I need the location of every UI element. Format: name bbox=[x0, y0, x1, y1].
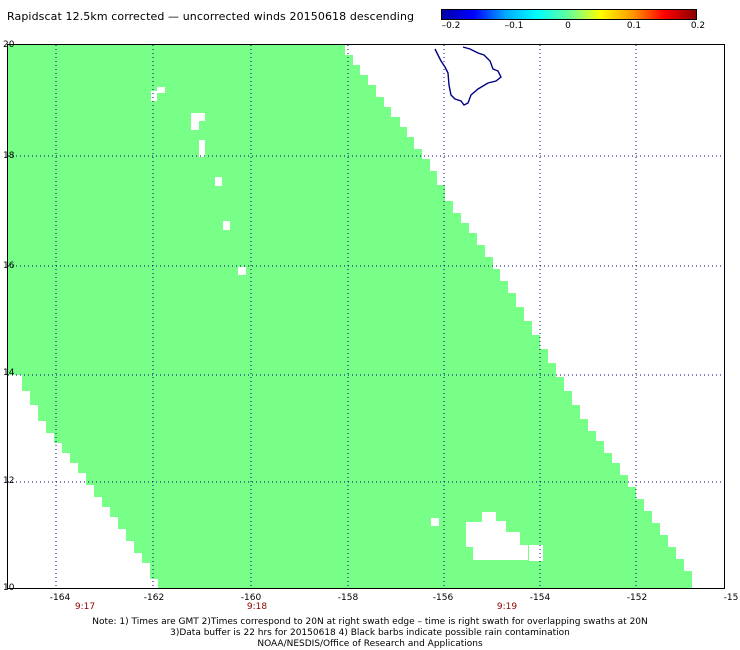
lon-label-162: -162 bbox=[143, 593, 165, 603]
footnote: Note: 1) Times are GMT 2)Times correspon… bbox=[0, 617, 740, 650]
colorbar bbox=[441, 9, 697, 20]
grid-lines bbox=[8, 45, 724, 588]
gap bbox=[199, 140, 205, 157]
map-title: Rapidscat 12.5km corrected — uncorrected… bbox=[7, 10, 415, 23]
lon-label-150: -15 bbox=[723, 593, 739, 603]
wind-swath bbox=[8, 45, 692, 588]
footnote-line-3: NOAA/NESDIS/Office of Research and Appli… bbox=[257, 639, 483, 649]
colorbar-label-zero: 0 bbox=[565, 21, 571, 31]
lat-label-20: 20 bbox=[3, 40, 15, 50]
lon-label-152: -152 bbox=[626, 593, 648, 603]
lat-label-14: 14 bbox=[3, 368, 15, 378]
footnote-line-2: 3)Data buffer is 22 hrs for 20150618 4) … bbox=[170, 628, 570, 638]
gap bbox=[431, 518, 439, 526]
time-label-917: 9:17 bbox=[74, 602, 96, 612]
colorbar-label-min: –0.2 bbox=[441, 21, 461, 31]
lat-label-16: 16 bbox=[3, 261, 15, 271]
time-label-918: 9:18 bbox=[246, 602, 268, 612]
lon-label-164: -164 bbox=[49, 593, 71, 603]
gap-island bbox=[466, 512, 528, 560]
hawaii-coastline bbox=[434, 46, 502, 106]
lon-label-154: -154 bbox=[529, 593, 551, 603]
lon-label-158: -158 bbox=[337, 593, 359, 603]
gap bbox=[199, 113, 205, 121]
footnote-line-1: Note: 1) Times are GMT 2)Times correspon… bbox=[92, 617, 648, 627]
gap bbox=[191, 113, 199, 130]
lat-label-10: 10 bbox=[3, 583, 15, 593]
lon-label-160: -160 bbox=[240, 593, 262, 603]
gap bbox=[215, 177, 222, 186]
colorbar-label-pos: 0.1 bbox=[626, 21, 642, 31]
gap bbox=[157, 87, 165, 93]
colorbar-label-neg: –0.1 bbox=[504, 21, 524, 31]
gap bbox=[529, 545, 543, 561]
gap bbox=[238, 267, 246, 275]
gap bbox=[223, 221, 230, 230]
gap bbox=[151, 91, 157, 101]
time-label-919: 9:19 bbox=[496, 602, 518, 612]
lat-label-18: 18 bbox=[3, 151, 15, 161]
map-frame bbox=[7, 44, 725, 589]
map-canvas bbox=[8, 45, 724, 588]
lat-label-12: 12 bbox=[3, 476, 15, 486]
colorbar-label-max: 0.2 bbox=[690, 21, 706, 31]
lon-label-156: -156 bbox=[432, 593, 454, 603]
